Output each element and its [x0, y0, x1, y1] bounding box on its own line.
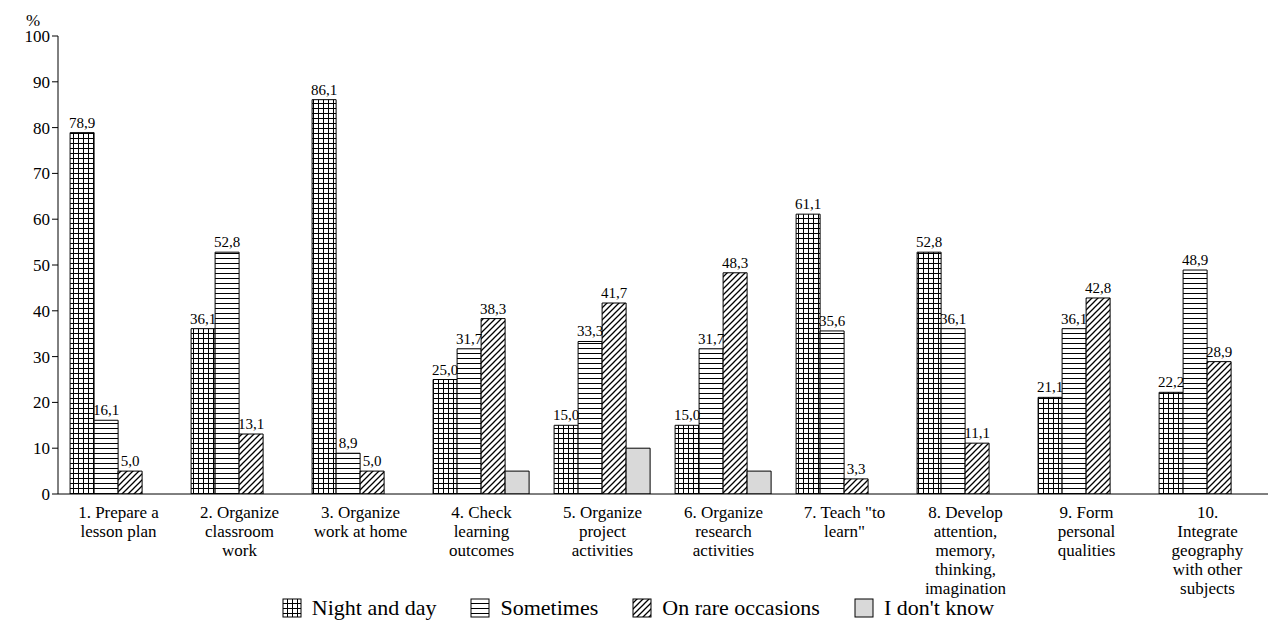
svg-text:50: 50 — [33, 256, 50, 275]
svg-text:80: 80 — [33, 119, 50, 138]
svg-text:52,8: 52,8 — [214, 234, 240, 250]
svg-text:33,3: 33,3 — [577, 323, 603, 339]
svg-text:6. Organizeresearchactivities: 6. Organizeresearchactivities — [684, 503, 763, 560]
svg-text:61,1: 61,1 — [795, 196, 821, 212]
svg-text:42,8: 42,8 — [1085, 280, 1111, 296]
svg-text:5,0: 5,0 — [121, 453, 140, 469]
svg-text:31,7: 31,7 — [698, 331, 725, 347]
html-text:I don't know: I don't know — [883, 595, 995, 620]
svg-text:0: 0 — [42, 485, 51, 504]
svg-text:8,9: 8,9 — [339, 435, 358, 451]
svg-text:%: % — [26, 11, 40, 30]
svg-text:5. Organizeprojectactivities: 5. Organizeprojectactivities — [563, 503, 642, 560]
svg-text:2. Organizeclassroomwork: 2. Organizeclassroomwork — [200, 503, 279, 560]
svg-text:90: 90 — [33, 73, 50, 92]
html-text:Night and day: Night and day — [311, 595, 437, 620]
svg-text:3,3: 3,3 — [847, 461, 866, 477]
svg-text:41,7: 41,7 — [601, 285, 628, 301]
svg-text:21,1: 21,1 — [1037, 379, 1063, 395]
svg-text:8. Developattention,memory,thi: 8. Developattention,memory,thinking,imag… — [925, 503, 1007, 598]
svg-text:86,1: 86,1 — [311, 82, 337, 98]
svg-text:40: 40 — [33, 302, 50, 321]
svg-text:70: 70 — [33, 164, 50, 183]
svg-text:60: 60 — [33, 210, 50, 229]
html-text:Sometimes: Sometimes — [500, 595, 599, 620]
svg-text:28,9: 28,9 — [1206, 344, 1232, 360]
svg-text:15,0: 15,0 — [674, 407, 700, 423]
svg-text:5,0: 5,0 — [363, 453, 382, 469]
svg-text:4. Checklearningoutcomes: 4. Checklearningoutcomes — [449, 503, 514, 560]
svg-text:20: 20 — [33, 393, 50, 412]
svg-text:22,2: 22,2 — [1158, 374, 1184, 390]
html-text:On rare occasions: On rare occasions — [662, 595, 820, 620]
svg-text:11,1: 11,1 — [964, 425, 990, 441]
svg-text:78,9: 78,9 — [69, 115, 95, 131]
svg-text:100: 100 — [24, 27, 50, 46]
svg-text:25,0: 25,0 — [432, 362, 458, 378]
svg-text:10: 10 — [33, 439, 50, 458]
svg-text:36,1: 36,1 — [1061, 311, 1087, 327]
svg-text:48,9: 48,9 — [1182, 252, 1208, 268]
svg-text:7. Teach "tolearn": 7. Teach "tolearn" — [804, 503, 885, 541]
svg-text:30: 30 — [33, 348, 50, 367]
svg-text:36,1: 36,1 — [190, 311, 216, 327]
svg-text:36,1: 36,1 — [940, 311, 966, 327]
svg-text:13,1: 13,1 — [238, 416, 264, 432]
svg-text:48,3: 48,3 — [722, 255, 748, 271]
svg-text:10.Integrategeographywith othe: 10.Integrategeographywith othersubjects — [1172, 503, 1244, 598]
svg-text:1. Prepare alesson plan: 1. Prepare alesson plan — [78, 503, 159, 541]
svg-text:35,6: 35,6 — [819, 313, 846, 329]
svg-text:15,0: 15,0 — [553, 407, 579, 423]
svg-text:31,7: 31,7 — [456, 331, 483, 347]
svg-text:9. Formpersonalqualities: 9. Formpersonalqualities — [1058, 503, 1116, 560]
svg-text:3. Organizework at home: 3. Organizework at home — [314, 503, 407, 541]
svg-text:16,1: 16,1 — [93, 402, 119, 418]
svg-text:52,8: 52,8 — [916, 234, 942, 250]
svg-text:38,3: 38,3 — [480, 301, 506, 317]
